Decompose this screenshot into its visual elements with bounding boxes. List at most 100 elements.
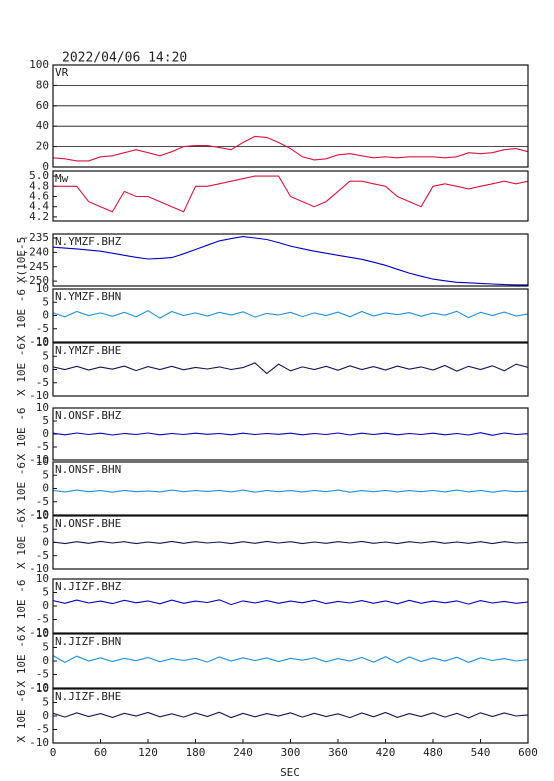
y-tick-label: 0 (42, 427, 49, 440)
y-axis-label: X 10E -6 (15, 690, 28, 743)
y-axis-label: X 10E -6 (15, 635, 28, 688)
y-tick-label: 10 (36, 509, 49, 522)
panel-frame (52, 461, 529, 516)
y-axis-label: X 10E -6 (15, 516, 28, 569)
y-tick-label: -235 (23, 231, 50, 244)
y-tick-label: 5 (42, 586, 49, 599)
y-tick-label: 0 (42, 363, 49, 376)
y-tick-label: 5 (42, 641, 49, 654)
y-tick-label: 5 (42, 696, 49, 709)
y-tick-label: -245 (23, 260, 50, 273)
y-tick-label: -10 (29, 562, 49, 575)
x-tick-label: 0 (50, 746, 57, 759)
y-tick-label: 0 (42, 599, 49, 612)
panel-frame (52, 233, 529, 287)
panel-label: VR (55, 66, 69, 79)
panel-label: N.JIZF.BHZ (55, 580, 122, 593)
y-tick-label: 5.0 (29, 169, 49, 182)
data-line (52, 310, 529, 319)
y-tick-label: 5 (42, 414, 49, 427)
panel-label: Mw (55, 172, 69, 185)
y-tick-label: 10 (36, 682, 49, 695)
data-line (52, 432, 529, 436)
data-line (53, 175, 529, 213)
y-axis-label: X 10E -6 (15, 289, 28, 342)
y-tick-label: 0 (42, 654, 49, 667)
panel-frame (52, 342, 529, 397)
x-tick-label: 600 (518, 746, 538, 759)
y-tick-label: -10 (29, 389, 49, 402)
y-axis-label: X(10E-5 (15, 237, 28, 283)
data-line (52, 236, 528, 286)
chart-title: 2022/04/06 14:20 (62, 51, 187, 66)
panel-frame (52, 170, 529, 222)
y-tick-label: 0 (42, 536, 49, 549)
y-tick-label: -5 (36, 376, 49, 389)
data-line (52, 135, 529, 162)
y-tick-label: 20 (36, 140, 49, 153)
x-tick-label: 480 (423, 746, 443, 759)
y-axis-label: X 10E -6 (15, 580, 28, 633)
y-tick-label: -10 (29, 335, 49, 348)
x-tick-label: 120 (138, 746, 158, 759)
y-tick-label: 60 (36, 99, 49, 112)
panel-frame (52, 688, 529, 744)
panel-label: N.ONSF.BHN (55, 463, 121, 476)
data-line (52, 711, 529, 719)
x-tick-label: 180 (186, 746, 206, 759)
y-axis-label: X 10E -6 (15, 408, 28, 461)
y-tick-label: -10 (29, 736, 49, 749)
y-tick-label: 10 (36, 282, 49, 295)
panel-label: N.YMZF.BHN (55, 290, 121, 303)
data-line (52, 599, 529, 606)
y-tick-label: 0 (42, 482, 49, 495)
data-line (52, 362, 529, 375)
y-tick-label: -5 (36, 322, 49, 335)
y-tick-label: -10 (29, 626, 49, 639)
panel-frame (52, 515, 529, 570)
y-tick-label: 10 (36, 572, 49, 585)
y-tick-label: 10 (36, 455, 49, 468)
panel-label: N.ONSF.BHE (55, 517, 121, 530)
y-tick-label: -10 (29, 681, 49, 694)
y-tick-label: 5 (42, 522, 49, 535)
panel-label: N.YMZF.BHZ (55, 235, 122, 248)
panel-frame (52, 578, 529, 634)
y-tick-label: 4.8 (29, 179, 49, 192)
y-tick-label: -250 (23, 274, 50, 287)
data-line (52, 655, 529, 664)
y-tick-label: -5 (36, 668, 49, 681)
y-tick-label: 100 (29, 58, 49, 71)
panel-frame (52, 407, 529, 461)
x-axis-label: SEC (280, 766, 300, 779)
panel-frame (52, 64, 529, 168)
x-tick-label: 360 (328, 746, 348, 759)
y-tick-label: 5 (42, 295, 49, 308)
y-tick-label: 4.4 (29, 200, 49, 213)
x-tick-label: 60 (94, 746, 107, 759)
y-tick-label: 0 (42, 309, 49, 322)
y-tick-label: -5 (36, 549, 49, 562)
y-tick-label: -5 (36, 723, 49, 736)
x-tick-label: 300 (281, 746, 301, 759)
y-tick-label: 40 (36, 119, 49, 132)
x-tick-label: 240 (233, 746, 253, 759)
y-axis-label: X 10E -6 (15, 343, 28, 396)
y-tick-label: -5 (36, 495, 49, 508)
panel-frame (52, 288, 529, 343)
x-tick-label: 420 (376, 746, 396, 759)
y-tick-label: -5 (36, 613, 49, 626)
y-tick-label: 5 (42, 349, 49, 362)
y-tick-label: 10 (36, 627, 49, 640)
data-line (52, 489, 529, 493)
panel-label: N.JIZF.BHN (55, 635, 121, 648)
x-tick-label: 540 (471, 746, 491, 759)
y-tick-label: 0 (42, 709, 49, 722)
y-tick-label: 4.2 (29, 210, 49, 223)
panel-label: N.ONSF.BHZ (55, 409, 122, 422)
y-tick-label: -240 (23, 245, 50, 258)
y-tick-label: -10 (29, 453, 49, 466)
data-line (52, 540, 529, 545)
y-axis-label: X 10E -6 (15, 462, 28, 515)
